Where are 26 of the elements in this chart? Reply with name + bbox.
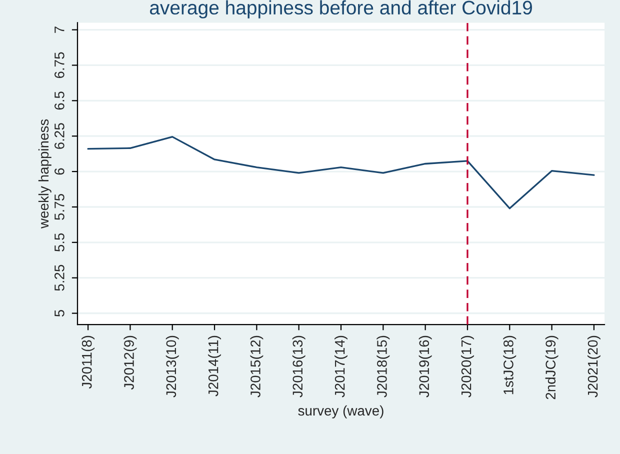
y-tick-label: 5.5 [54,233,64,252]
y-tick-label: 6 [54,168,64,175]
y-tick-label: 5.25 [54,264,64,291]
x-tick-label: J2015(12) [250,336,264,398]
x-tick-label: J2011(8) [82,336,95,389]
y-tick-label: 7 [54,26,64,33]
x-tick-label: 2ndJC(19) [545,336,558,400]
y-tick-label: 6.5 [54,92,64,110]
x-tick-label: J2016(13) [292,336,306,398]
x-axis-title: survey (wave) [298,405,384,418]
y-tick-label: 5.75 [54,194,64,220]
x-tick-label: 1stJC(18) [503,336,516,394]
y-axis-title: weekly happiness [38,119,52,228]
x-tick-label: J2018(15) [376,336,390,398]
x-tick-label: J2021(20) [587,336,600,398]
y-tick-label: 6.75 [54,52,64,78]
x-tick-label: J2012(9) [124,336,137,390]
y-tick-label: 6.25 [54,123,64,149]
x-tick-label: J2020(17) [461,336,474,398]
y-tick-label: 5 [54,310,64,317]
chart-title: average happiness before and after Covid19 [150,0,532,18]
line-series [87,136,595,210]
x-tick-label: J2014(11) [208,336,221,396]
x-tick-label: J2019(16) [418,336,432,398]
x-tick-label: J2013(10) [166,336,179,398]
x-tick-label: J2017(14) [334,336,348,398]
